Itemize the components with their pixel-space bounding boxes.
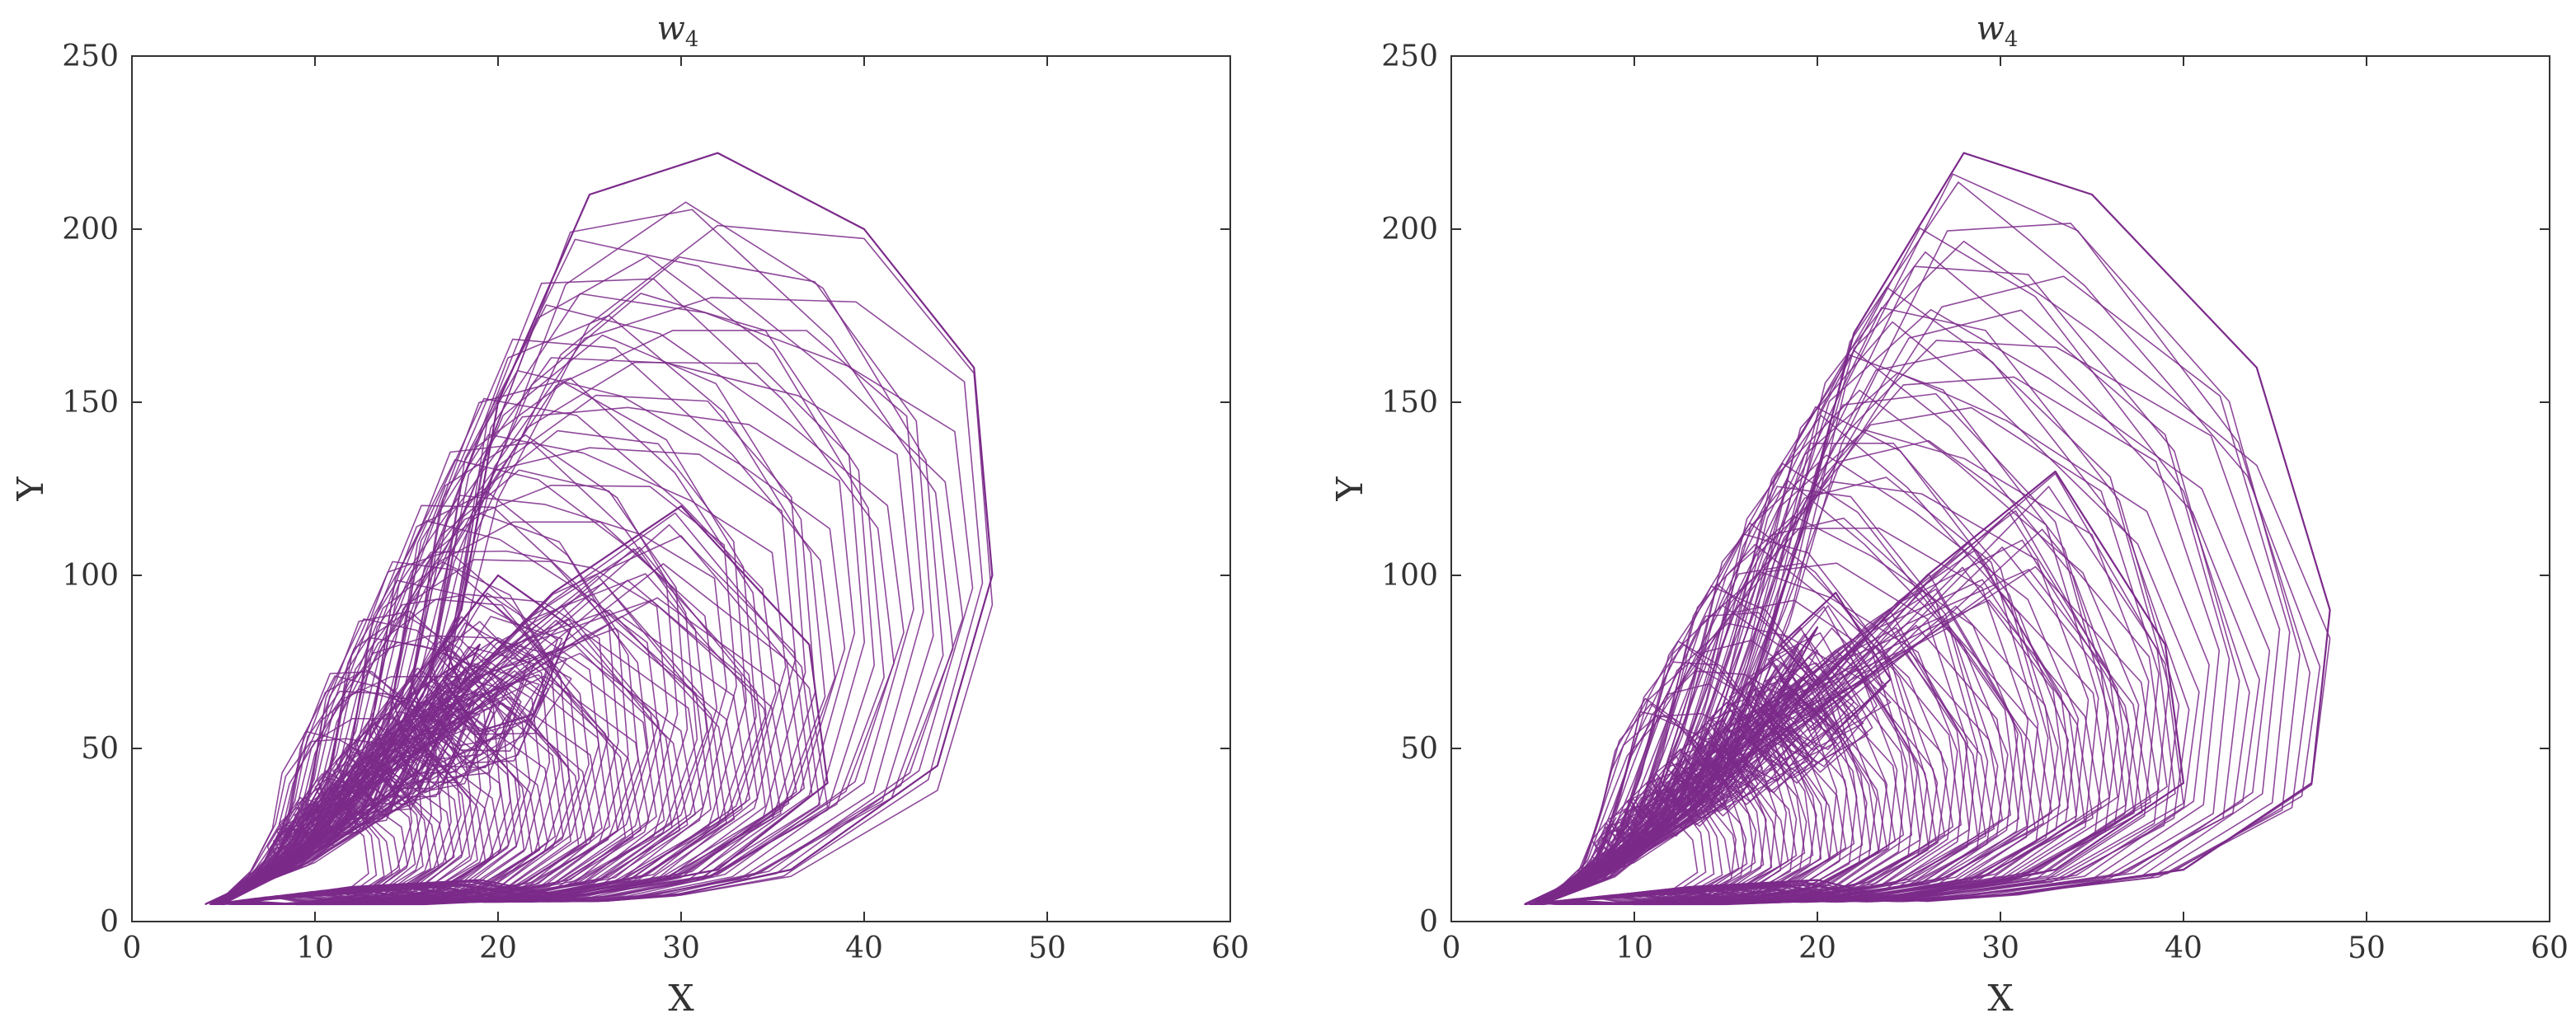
x-tick-label: 60	[1211, 931, 1249, 965]
y-tick-label: 50	[1400, 732, 1438, 766]
x-tick-label: 60	[2531, 931, 2569, 965]
y-tick-label: 100	[1381, 559, 1438, 593]
trajectory-loop	[1524, 240, 2331, 905]
x-ticks: 0 10 20 30 40 50 60	[123, 56, 1249, 965]
plot-area	[204, 152, 994, 906]
x-tick-label: 20	[479, 931, 517, 965]
y-tick-label: 150	[62, 386, 119, 420]
x-tick-label: 50	[1028, 931, 1066, 965]
y-tick-label: 100	[62, 559, 119, 593]
x-tick-label: 30	[662, 931, 700, 965]
x-tick-label: 0	[123, 931, 142, 965]
x-tick-label: 20	[1798, 931, 1836, 965]
y-tick-label: 0	[1419, 905, 1438, 939]
x-tick-label: 50	[2348, 931, 2386, 965]
x-tick-label: 10	[1615, 931, 1653, 965]
x-ticks: 0 10 20 30 40 50 60	[1442, 56, 2569, 965]
trajectory-loop	[204, 224, 994, 905]
y-tick-label: 0	[100, 905, 119, 939]
y-tick-label: 150	[1381, 386, 1438, 420]
x-axis-label: X	[668, 978, 694, 1020]
y-tick-label: 200	[62, 213, 119, 246]
y-tick-label: 200	[1381, 213, 1438, 246]
y-axis-label: Y	[10, 476, 52, 502]
panel-right: w4 0 50 100 150 200 250 0 10 20 30 40 50 60 X Y	[1329, 10, 2569, 1020]
axes-frame	[1450, 55, 2550, 922]
x-tick-label: 0	[1442, 931, 1461, 965]
y-tick-label: 250	[1381, 40, 1438, 73]
x-tick-label: 30	[1981, 931, 2019, 965]
x-axis-label: X	[1987, 978, 2014, 1020]
y-ticks: 0 50 100 150 200 250	[62, 40, 1230, 939]
trajectory-loop	[1524, 173, 2310, 905]
x-tick-label: 40	[845, 931, 883, 965]
y-tick-label: 50	[81, 732, 119, 766]
chart-title: w4	[657, 10, 699, 52]
chart-title: w4	[1977, 10, 2019, 52]
x-tick-label: 40	[2165, 931, 2202, 965]
y-tick-label: 250	[62, 40, 119, 73]
x-tick-label: 10	[296, 931, 334, 965]
y-axis-label: Y	[1329, 476, 1371, 502]
panel-left: w4 0 50 100 150 200 250 0 10 20 30 40 50 60 X Y	[10, 10, 1249, 1020]
axes-frame	[131, 55, 1231, 922]
plot-area	[1524, 152, 2331, 906]
